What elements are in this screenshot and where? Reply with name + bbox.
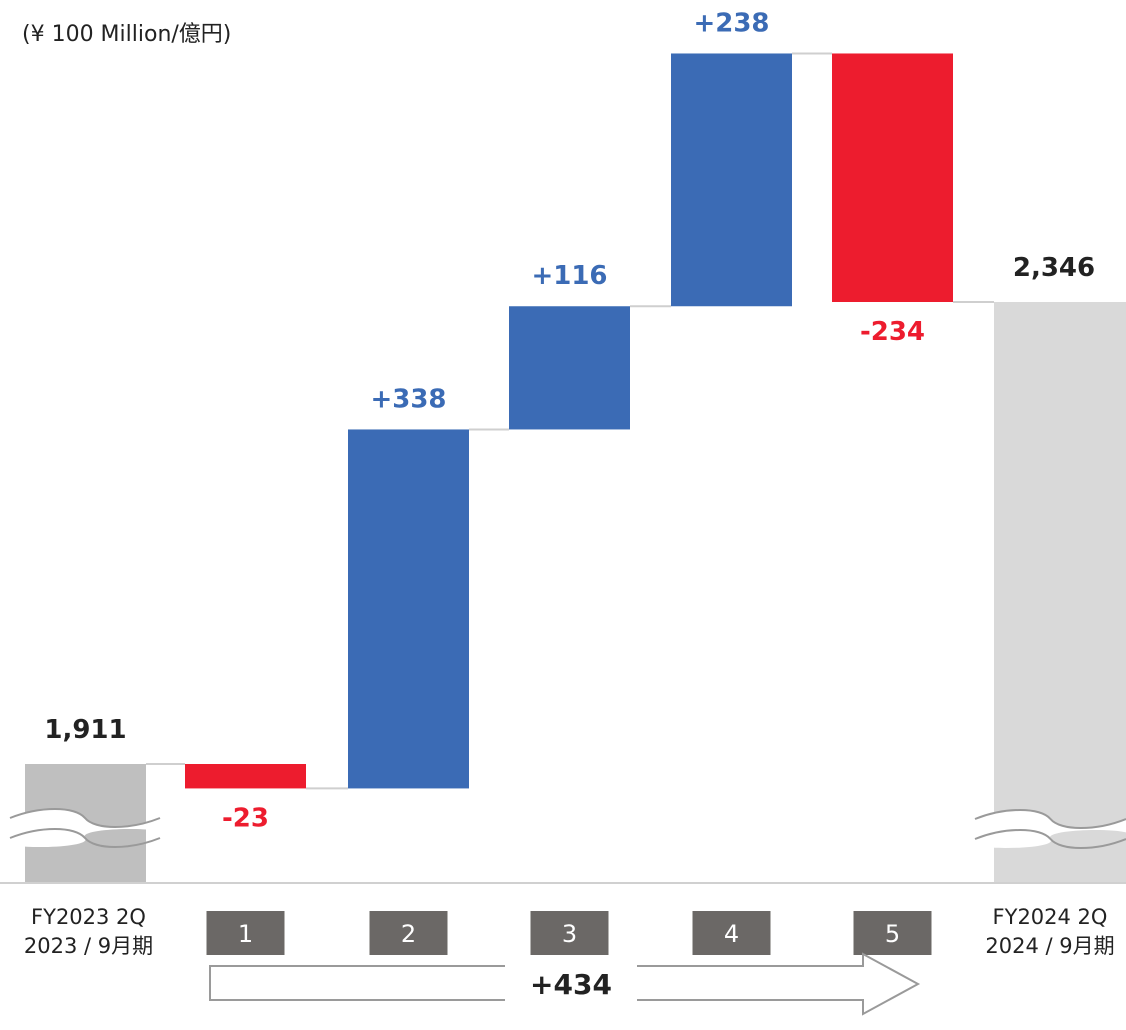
axis-break-gap xyxy=(970,810,1126,848)
value-label-step-3: +116 xyxy=(531,261,607,291)
value-label-step-2: +338 xyxy=(370,384,446,414)
net-change-label: +434 xyxy=(530,968,612,1001)
bar-step-4 xyxy=(671,53,792,307)
category-label-start-line2: 2023 / 9月期 xyxy=(24,934,153,958)
bar-step-1 xyxy=(185,764,306,789)
bar-step-5 xyxy=(832,53,953,302)
axis-break-line xyxy=(9,828,161,848)
category-label-end-line2: 2024 / 9月期 xyxy=(985,934,1114,958)
category-label-start-line1: FY2023 2Q xyxy=(31,905,146,929)
step-boxes: 1 2 3 4 5 xyxy=(206,911,932,955)
value-label-step-1: -23 xyxy=(222,803,269,833)
bars xyxy=(25,53,1126,883)
step-box-label: 2 xyxy=(401,920,416,948)
step-box-label: 4 xyxy=(724,920,739,948)
axis-break-line xyxy=(974,809,1126,829)
value-label-start: 1,911 xyxy=(44,715,126,745)
step-box-label: 5 xyxy=(885,920,900,948)
step-box-label: 1 xyxy=(238,920,253,948)
value-label-end: 2,346 xyxy=(1013,253,1095,283)
unit-label: (¥ 100 Million/億円) xyxy=(22,22,232,47)
axis-breaks xyxy=(4,808,1126,849)
category-labels: FY2023 2Q 2023 / 9月期 FY2024 2Q 2024 / 9月期 xyxy=(24,905,1115,958)
step-box-5 xyxy=(853,911,932,955)
bar-step-3 xyxy=(509,306,630,430)
value-label-step-4: +238 xyxy=(693,8,769,38)
category-label-end-line1: FY2024 2Q xyxy=(993,905,1108,929)
value-label-step-5: -234 xyxy=(860,317,925,347)
net-change-arrow: +434 xyxy=(209,952,921,1016)
step-box-1 xyxy=(206,911,285,955)
step-box-4 xyxy=(692,911,771,955)
step-box-label: 3 xyxy=(562,920,577,948)
step-box-3 xyxy=(530,911,609,955)
axis-break-gap xyxy=(4,809,166,847)
bar-end-total xyxy=(994,302,1126,883)
step-box-2 xyxy=(369,911,448,955)
connector-lines xyxy=(146,52,994,790)
bar-step-2 xyxy=(348,429,469,789)
axis-break-line xyxy=(974,829,1126,849)
arrow-label-bg xyxy=(505,958,637,1010)
value-labels: 1,911 -23 +338 +116 +238 -234 2,346 xyxy=(44,8,1095,833)
axis-break-line xyxy=(9,808,161,828)
